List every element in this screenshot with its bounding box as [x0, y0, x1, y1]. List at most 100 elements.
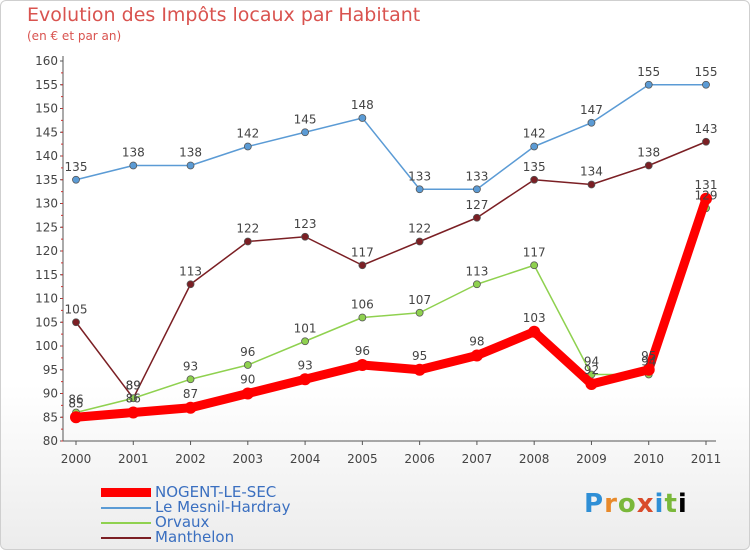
series-point-1 [301, 128, 309, 137]
data-label: 117 [523, 245, 546, 259]
x-tick-label: 2008 [519, 452, 550, 466]
y-tick-label: 135 [35, 173, 58, 187]
data-label: 131 [695, 178, 718, 192]
series-point-0 [127, 406, 140, 419]
data-label: 123 [294, 217, 317, 231]
data-label: 107 [408, 293, 431, 307]
data-label: 87 [183, 387, 198, 401]
data-label: 89 [126, 378, 141, 392]
data-label: 133 [408, 169, 431, 183]
legend-swatch-mesnil [101, 506, 151, 509]
series-point-2 [129, 394, 138, 403]
data-label: 133 [465, 169, 488, 183]
y-tick-label: 130 [35, 197, 58, 211]
data-label: 85 [68, 396, 83, 410]
data-label: 155 [695, 65, 718, 79]
legend-label-manthelon: Manthelon [155, 528, 235, 546]
data-label: 103 [523, 311, 546, 325]
series-point-0 [642, 363, 655, 376]
series-point-0 [70, 411, 82, 424]
series-point-3 [644, 161, 653, 170]
data-label: 96 [240, 345, 255, 359]
data-label: 122 [236, 222, 259, 236]
x-tick-label: 2001 [118, 452, 149, 466]
data-label: 94 [584, 355, 599, 369]
series-point-3 [358, 261, 367, 270]
series-point-3 [587, 180, 596, 189]
series-point-0 [470, 349, 483, 362]
series-point-3 [530, 175, 539, 184]
series-point-3 [473, 213, 481, 222]
y-tick-label: 155 [35, 78, 58, 92]
x-tick-label: 2005 [347, 452, 378, 466]
y-tick-label: 140 [35, 149, 58, 163]
legend-item-manthelon: Manthelon [101, 530, 290, 545]
data-label: 147 [580, 103, 603, 117]
series-point-0 [585, 378, 598, 390]
series-point-0 [528, 325, 541, 338]
series-point-1 [473, 185, 481, 194]
data-label: 117 [351, 245, 374, 259]
chart-subtitle: (en € et par an) [27, 29, 122, 43]
legend-label-orvaux: Orvaux [155, 513, 210, 531]
data-label: 142 [236, 127, 259, 141]
data-label: 86 [68, 393, 83, 407]
data-label: 94 [641, 355, 656, 369]
data-label: 145 [294, 112, 317, 126]
x-tick-label: 2007 [462, 452, 493, 466]
series-point-3 [186, 280, 195, 289]
y-tick-label: 85 [43, 410, 58, 424]
data-label: 142 [523, 127, 546, 141]
legend-label-mesnil: Le Mesnil-Hardray [155, 498, 291, 516]
brand-letter: i [677, 489, 688, 519]
data-label: 93 [297, 358, 312, 372]
data-label: 92 [584, 363, 599, 377]
brand-letter: P [584, 489, 605, 519]
series-point-2 [243, 361, 252, 369]
data-label: 143 [695, 122, 718, 136]
series-point-0 [299, 373, 312, 386]
series-point-1 [186, 161, 195, 170]
brand-letter: x [636, 489, 655, 519]
series-point-3 [415, 237, 424, 246]
series-point-3 [72, 318, 80, 327]
series-point-2 [358, 313, 367, 322]
data-label: 96 [355, 344, 370, 358]
legend-label-nogent: NOGENT-LE-SEC [155, 483, 277, 501]
series-point-3 [702, 137, 710, 146]
x-tick-label: 2011 [691, 452, 722, 466]
data-label: 127 [465, 198, 488, 212]
series-point-3 [243, 237, 252, 246]
series-point-1 [415, 185, 424, 194]
x-tick-label: 2004 [290, 452, 321, 466]
y-tick-label: 150 [35, 102, 58, 116]
data-label: 134 [580, 165, 603, 179]
series-point-1 [72, 175, 80, 184]
y-tick-label: 160 [35, 54, 58, 68]
data-label: 86 [126, 392, 141, 406]
x-tick-label: 2002 [175, 452, 206, 466]
data-label: 89 [126, 378, 141, 392]
chart-title: Evolution des Impôts locaux par Habitant [27, 4, 421, 26]
legend-item-mesnil: Le Mesnil-Hardray [101, 500, 290, 515]
series-point-0 [413, 363, 426, 376]
data-label: 148 [351, 98, 374, 112]
data-label: 93 [183, 359, 198, 373]
brand-letter: i [654, 489, 665, 519]
series-point-2 [186, 375, 195, 384]
series-line-1 [75, 84, 707, 190]
y-tick-label: 105 [35, 315, 58, 329]
y-tick-label: 95 [43, 363, 58, 377]
y-tick-label: 110 [35, 292, 58, 306]
series-point-1 [587, 118, 596, 127]
data-label: 129 [695, 188, 718, 202]
series-point-2 [530, 261, 539, 270]
x-tick-label: 2006 [404, 452, 435, 466]
data-label: 122 [408, 222, 431, 236]
legend-item-nogent: NOGENT-LE-SEC [101, 485, 290, 500]
series-point-3 [301, 232, 309, 241]
data-label: 155 [637, 65, 660, 79]
series-point-2 [473, 280, 481, 289]
data-label: 105 [65, 302, 88, 316]
